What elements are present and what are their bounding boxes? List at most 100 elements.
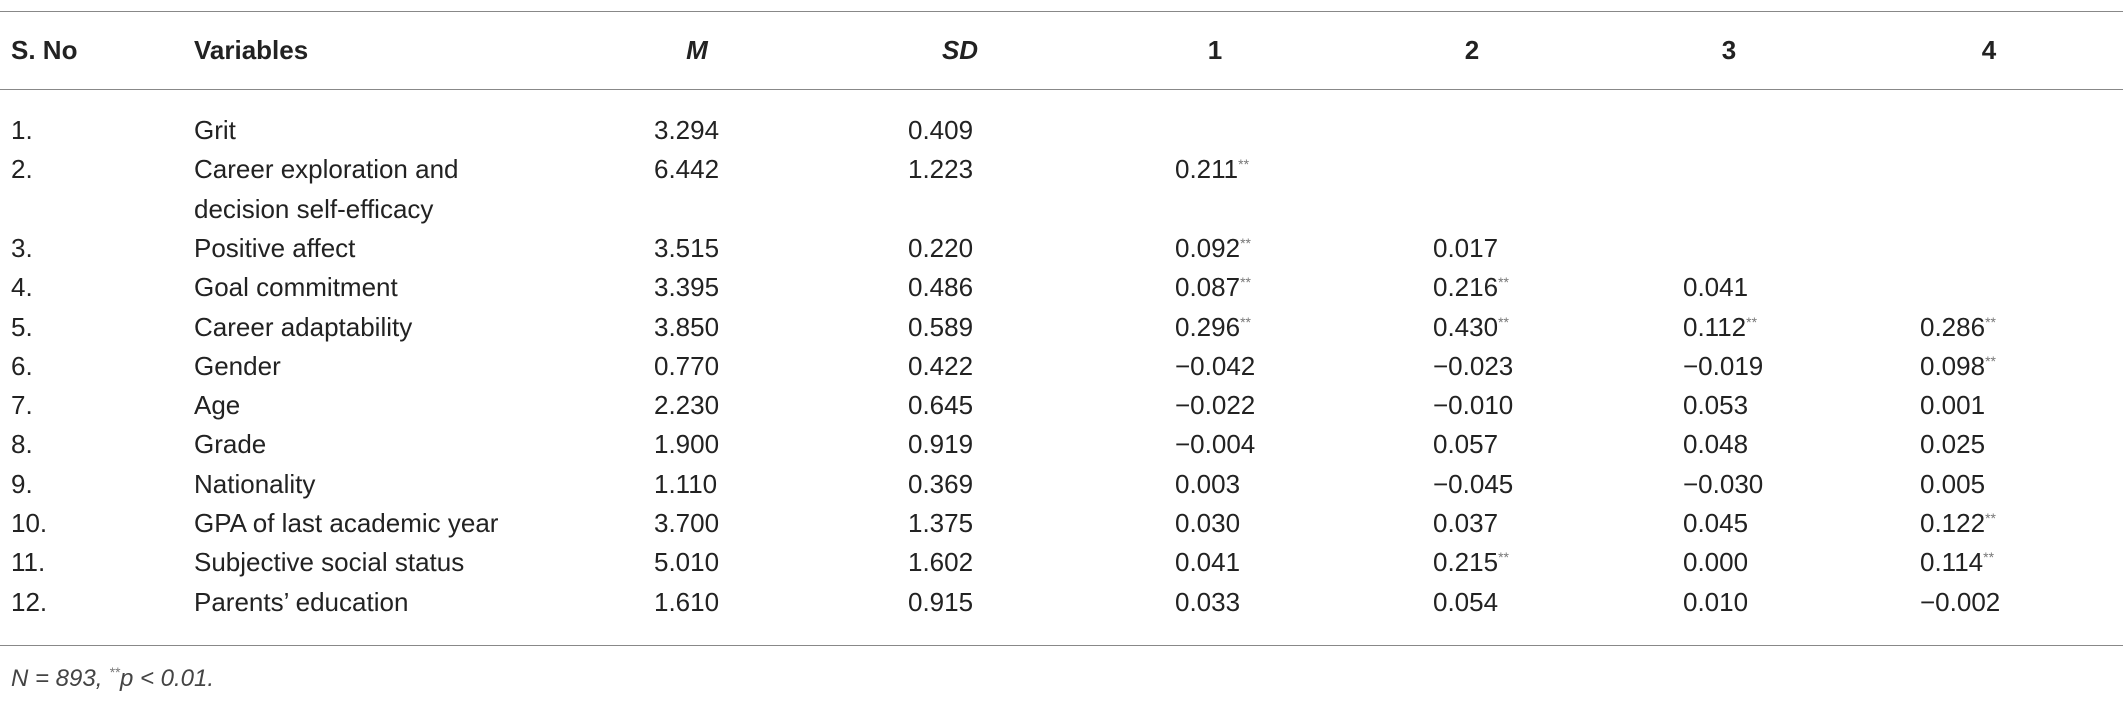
correlation-cell: 0.053 xyxy=(1683,390,1748,420)
variable-name: decision self-efficacy xyxy=(194,193,434,224)
sd-value: 0.915 xyxy=(908,586,974,617)
correlation-value: 0.087 xyxy=(1175,272,1241,303)
correlation-cell: 0.087** xyxy=(1175,272,1251,302)
correlation-value: 0.092 xyxy=(1175,232,1241,263)
mean-value: 5.010 xyxy=(654,547,720,578)
significance-mark: ** xyxy=(1238,156,1250,173)
correlation-value: 0.037 xyxy=(1433,508,1499,538)
significance-mark: ** xyxy=(1498,313,1509,330)
correlation-cell: 0.048 xyxy=(1683,429,1748,459)
sd-value: 0.369 xyxy=(908,468,974,499)
correlation-value: 0.030 xyxy=(1175,508,1241,538)
correlation-value: −0.022 xyxy=(1175,390,1256,421)
variable-name: Career adaptability xyxy=(194,311,413,342)
correlation-cell: 0.017 xyxy=(1433,233,1498,263)
correlation-cell: 0.041 xyxy=(1683,272,1748,302)
correlation-value: 0.296 xyxy=(1175,311,1241,342)
sd-value: 0.919 xyxy=(908,429,974,460)
significance-mark: ** xyxy=(1240,274,1251,291)
significance-mark: ** xyxy=(1498,549,1509,566)
row-number: 5. xyxy=(11,311,33,342)
correlation-cell: 0.033 xyxy=(1175,587,1240,617)
mean-value: 3.850 xyxy=(654,311,720,342)
sd-value: 0.589 xyxy=(908,311,974,342)
correlation-value: 0.045 xyxy=(1683,508,1749,538)
correlation-value: 0.114 xyxy=(1920,547,1984,578)
correlation-value: 0.122 xyxy=(1920,508,1986,538)
row-number: 11. xyxy=(11,547,46,578)
mean-value: 3.294 xyxy=(654,115,720,145)
correlation-cell: 0.041 xyxy=(1175,547,1240,577)
correlation-value: 0.010 xyxy=(1683,586,1749,617)
correlation-cell: 0.286** xyxy=(1920,312,1996,342)
correlation-value: 0.041 xyxy=(1175,547,1241,578)
variable-name: Nationality xyxy=(194,468,316,499)
correlation-cell: 0.000 xyxy=(1683,547,1748,577)
mean-value: 0.770 xyxy=(654,350,720,381)
correlation-cell: 0.092** xyxy=(1175,233,1251,263)
correlation-value: 0.054 xyxy=(1433,586,1499,617)
mean-value: 1.610 xyxy=(654,586,720,617)
sd-value: 0.220 xyxy=(908,232,974,263)
significance-mark: ** xyxy=(1985,352,1996,369)
correlation-cell: −0.010 xyxy=(1433,390,1513,420)
correlation-cell: 0.005 xyxy=(1920,469,1985,499)
table-note: N = 893, **p < 0.01. xyxy=(11,664,214,694)
correlation-value: 0.003 xyxy=(1175,468,1241,499)
variable-name: Goal commitment xyxy=(194,272,398,303)
correlation-cell: 0.122** xyxy=(1920,508,1996,538)
column-header: M xyxy=(686,35,708,65)
correlation-value: 0.041 xyxy=(1683,272,1749,303)
note-mark: ** xyxy=(109,664,120,680)
row-number: 3. xyxy=(11,232,33,263)
variable-name: Grit xyxy=(194,115,236,145)
sd-value: 0.409 xyxy=(908,115,974,145)
significance-mark: ** xyxy=(1985,510,1996,526)
mean-value: 3.515 xyxy=(654,232,720,263)
sd-value: 0.422 xyxy=(908,350,974,381)
variable-name: Parents’ education xyxy=(194,586,409,617)
column-header: SD xyxy=(941,35,979,65)
sd-value: 1.602 xyxy=(908,547,974,578)
row-number: 12. xyxy=(11,586,48,617)
mean-value: 3.395 xyxy=(654,272,720,303)
row-number: 9. xyxy=(11,468,33,499)
correlation-cell: −0.042 xyxy=(1175,351,1255,381)
sd-value: 0.486 xyxy=(908,272,974,303)
sd-value: 1.223 xyxy=(908,154,974,185)
correlation-cell: 0.054 xyxy=(1433,587,1498,617)
correlation-cell: −0.002 xyxy=(1920,587,2000,617)
correlation-value: 0.215 xyxy=(1433,547,1499,578)
correlation-cell: −0.030 xyxy=(1683,469,1763,499)
row-number: 10. xyxy=(11,508,48,538)
variable-name: Subjective social status xyxy=(194,547,465,578)
column-header: 3 xyxy=(1721,35,1737,65)
row-number: 6. xyxy=(11,350,33,381)
mean-value: 1.900 xyxy=(654,429,720,460)
row-number: 1. xyxy=(11,115,33,145)
correlation-cell: 0.211** xyxy=(1175,154,1249,184)
variable-name: Career exploration and xyxy=(194,154,459,185)
correlation-value: −0.002 xyxy=(1920,586,2001,617)
correlation-value: 0.025 xyxy=(1920,429,1986,460)
variable-name: Grade xyxy=(194,429,267,460)
correlation-value: 0.286 xyxy=(1920,311,1986,342)
note-text: p < 0.01. xyxy=(119,665,215,692)
correlation-value: −0.045 xyxy=(1433,468,1514,499)
correlation-value: 0.033 xyxy=(1175,586,1241,617)
column-header: 1 xyxy=(1207,35,1223,65)
correlation-cell: 0.216** xyxy=(1433,272,1509,302)
correlation-value: −0.042 xyxy=(1175,350,1256,381)
correlation-cell: 0.098** xyxy=(1920,351,1996,381)
correlation-value: −0.019 xyxy=(1683,350,1764,381)
correlation-cell: −0.004 xyxy=(1175,429,1255,459)
variable-name: GPA of last academic year xyxy=(194,508,499,538)
mean-value: 1.110 xyxy=(654,468,718,499)
correlation-value: 0.057 xyxy=(1433,429,1499,460)
row-number: 2. xyxy=(11,154,33,185)
column-header: 2 xyxy=(1464,35,1480,65)
top-rule xyxy=(0,11,2123,12)
correlation-value: −0.030 xyxy=(1683,468,1764,499)
correlation-value: 0.017 xyxy=(1433,232,1499,263)
